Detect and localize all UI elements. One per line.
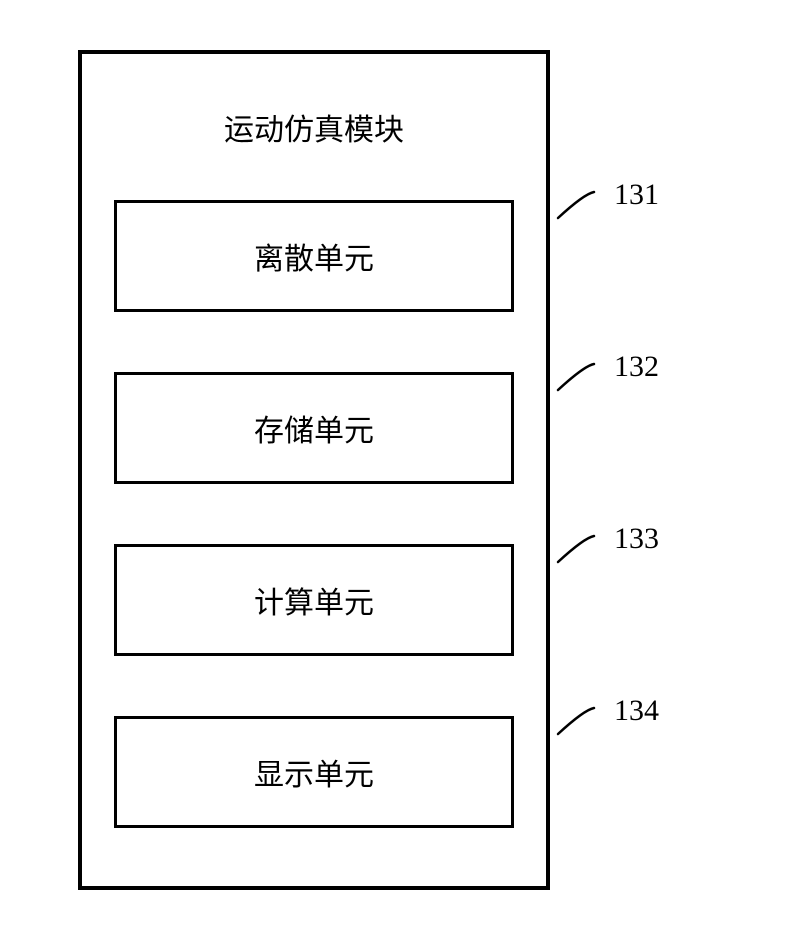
ref-label: 133 <box>614 522 659 556</box>
unit-box: 离散单元 <box>114 200 514 312</box>
ref-label: 132 <box>614 350 659 384</box>
module-title: 运动仿真模块 <box>78 105 550 149</box>
unit-label: 存储单元 <box>254 406 374 450</box>
unit-label: 计算单元 <box>254 578 374 622</box>
ref-label: 134 <box>614 694 659 728</box>
ref-label: 131 <box>614 178 659 212</box>
unit-label: 显示单元 <box>254 750 374 794</box>
unit-box: 显示单元 <box>114 716 514 828</box>
unit-label: 离散单元 <box>254 234 374 278</box>
unit-box: 计算单元 <box>114 544 514 656</box>
unit-box: 存储单元 <box>114 372 514 484</box>
diagram-canvas: 运动仿真模块 离散单元 131 存储单元 132 计算单元 133 显示单元 134 <box>0 0 800 936</box>
